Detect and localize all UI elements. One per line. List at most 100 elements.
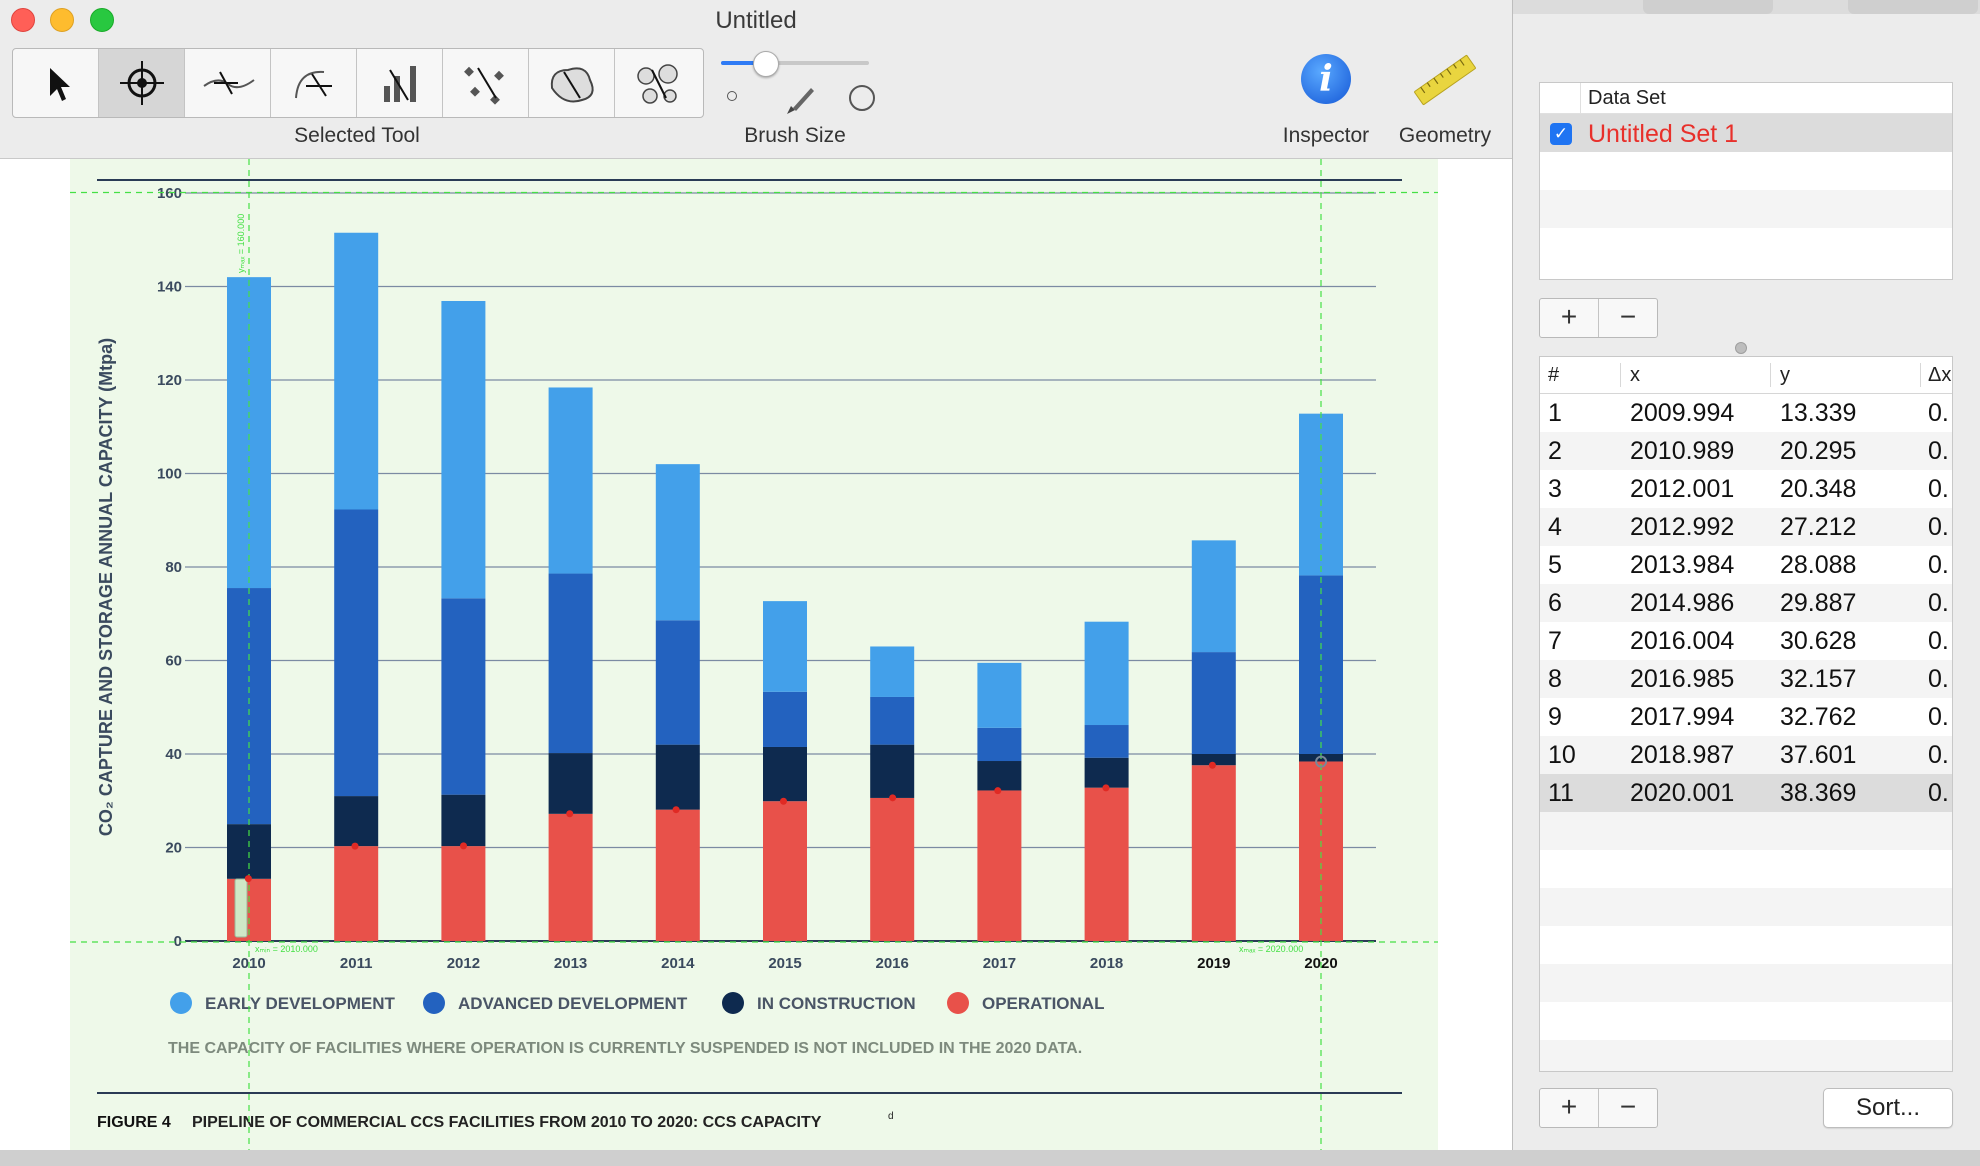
cell-num: 5 — [1548, 551, 1562, 579]
info-icon: i — [1301, 54, 1351, 104]
cell-y: 32.762 — [1780, 703, 1857, 731]
column-divider — [1620, 363, 1621, 387]
cell-y: 37.601 — [1780, 741, 1857, 769]
y-tick-label: 20 — [165, 840, 182, 857]
close-window-button[interactable] — [11, 8, 35, 32]
bar-segment — [870, 646, 915, 697]
empty-row — [1540, 228, 1952, 266]
table-row[interactable]: 5 2013.984 28.088 0. — [1540, 546, 1952, 584]
trace-line-tool[interactable] — [185, 49, 271, 117]
y-axis-label: CO₂ CAPTURE AND STORAGE ANNUAL CAPACITY … — [96, 338, 116, 836]
remove-point-button[interactable]: − — [1619, 1091, 1637, 1122]
table-row[interactable]: 11 2020.001 38.369 0. — [1540, 774, 1952, 812]
table-row[interactable]: 7 2016.004 30.628 0. — [1540, 622, 1952, 660]
brush-size-slider[interactable] — [721, 61, 869, 65]
empty-row — [1540, 1002, 1952, 1040]
area-wand-icon — [550, 67, 594, 103]
trace-curve-tool[interactable] — [271, 49, 357, 117]
bar-segment — [977, 790, 1022, 941]
bar-segment — [1084, 725, 1129, 758]
x-tick-label: 2013 — [554, 955, 587, 972]
calibration-xmin-label: xₘᵢₙ = 2010.000 — [255, 944, 318, 954]
bar-segment — [977, 662, 1022, 728]
sort-button[interactable]: Sort... — [1823, 1088, 1953, 1128]
dataset-name[interactable]: Untitled Set 1 — [1588, 120, 1739, 148]
line-trace-icon — [202, 71, 255, 95]
add-point-button[interactable]: + — [1540, 1089, 1599, 1127]
table-row[interactable]: 8 2016.985 32.157 0. — [1540, 660, 1952, 698]
picked-point — [1315, 755, 1328, 768]
splitter-handle[interactable] — [1735, 342, 1747, 354]
cluster-tool[interactable] — [615, 49, 701, 117]
panel-tab[interactable] — [1643, 0, 1773, 14]
minimize-window-button[interactable] — [50, 8, 74, 32]
panel-tab[interactable] — [1848, 0, 1978, 14]
area-tool[interactable] — [529, 49, 615, 117]
geometry-button[interactable]: Geometry — [1385, 50, 1505, 160]
cell-x: 2017.994 — [1630, 703, 1735, 731]
cell-x: 2016.985 — [1630, 665, 1735, 693]
bar-segment — [441, 598, 486, 795]
column-header-x[interactable]: x — [1630, 364, 1640, 386]
column-header-index[interactable]: # — [1548, 364, 1560, 386]
table-row[interactable]: 4 2012.992 27.212 0. — [1540, 508, 1952, 546]
bar-segment — [548, 573, 593, 754]
bar-segment — [655, 620, 700, 745]
column-header-y[interactable]: y — [1780, 364, 1790, 386]
picked-point — [1208, 761, 1216, 769]
zoom-window-button[interactable] — [90, 8, 114, 32]
cluster-wand-icon — [637, 64, 678, 104]
calibration-handle — [234, 878, 248, 938]
x-tick-label: 2018 — [1090, 955, 1123, 972]
brush-size-knob[interactable] — [753, 51, 780, 77]
cell-y: 27.212 — [1780, 513, 1857, 541]
scatter-tool[interactable] — [443, 49, 529, 117]
bar-segment — [334, 509, 379, 797]
bar-tool[interactable] — [357, 49, 443, 117]
cell-dx: 0. — [1928, 779, 1949, 807]
table-row[interactable]: 2 2010.989 20.295 0. — [1540, 432, 1952, 470]
bar-segment — [1191, 765, 1236, 941]
window-title: Untitled — [715, 7, 797, 34]
cell-num: 3 — [1548, 475, 1562, 503]
crosshair-icon — [119, 61, 164, 105]
dataset-row[interactable]: ✓ Untitled Set 1 — [1540, 114, 1952, 152]
bar-wand-icon — [383, 66, 416, 102]
bar-segment — [870, 797, 915, 941]
table-row[interactable]: 9 2017.994 32.762 0. — [1540, 698, 1952, 736]
point-add-remove: + − — [1539, 1088, 1658, 1128]
dataset-checkbox[interactable]: ✓ — [1550, 123, 1572, 145]
bar-segment — [548, 753, 593, 814]
cell-num: 4 — [1548, 513, 1562, 541]
x-tick-label: 2015 — [768, 955, 801, 972]
calibration-ymax-label: yₘₐₓ = 160.000 — [236, 214, 246, 273]
column-header-dx[interactable]: Δx — [1928, 364, 1952, 386]
table-row[interactable]: 3 2012.001 20.348 0. — [1540, 470, 1952, 508]
cell-x: 2013.984 — [1630, 551, 1735, 579]
small-brush-icon — [727, 91, 737, 101]
calibration-xmax-label: xₘₐₓ = 2020.000 — [1239, 944, 1303, 954]
legend-swatch — [722, 992, 744, 1014]
dataset-column-header[interactable]: Data Set — [1540, 83, 1952, 114]
point-picker-tool[interactable] — [99, 49, 185, 117]
table-row[interactable]: 1 2009.994 13.339 0. — [1540, 394, 1952, 432]
remove-dataset-button[interactable]: − — [1619, 301, 1637, 332]
digitizer-canvas[interactable]: 0 20 40 60 80 100 120 140 160 CO₂ CAPTURE AND STO… — [0, 158, 1512, 1166]
cell-dx: 0. — [1928, 399, 1949, 427]
cell-dx: 0. — [1928, 741, 1949, 769]
cell-y: 20.295 — [1780, 437, 1857, 465]
cell-dx: 0. — [1928, 437, 1949, 465]
pointer-tool[interactable] — [13, 49, 99, 117]
bar-segment — [1084, 621, 1129, 726]
add-dataset-button[interactable]: + — [1540, 299, 1599, 337]
table-row[interactable]: 10 2018.987 37.601 0. — [1540, 736, 1952, 774]
cell-num: 2 — [1548, 437, 1562, 465]
bar-segment — [763, 601, 807, 692]
inspector-button[interactable]: i Inspector — [1270, 50, 1380, 160]
x-tick-label: 2017 — [983, 955, 1016, 972]
cell-y: 29.887 — [1780, 589, 1857, 617]
picked-point — [994, 787, 1002, 795]
table-row[interactable]: 6 2014.986 29.887 0. — [1540, 584, 1952, 622]
y-tick-label: 100 — [157, 466, 182, 483]
cell-num: 9 — [1548, 703, 1562, 731]
